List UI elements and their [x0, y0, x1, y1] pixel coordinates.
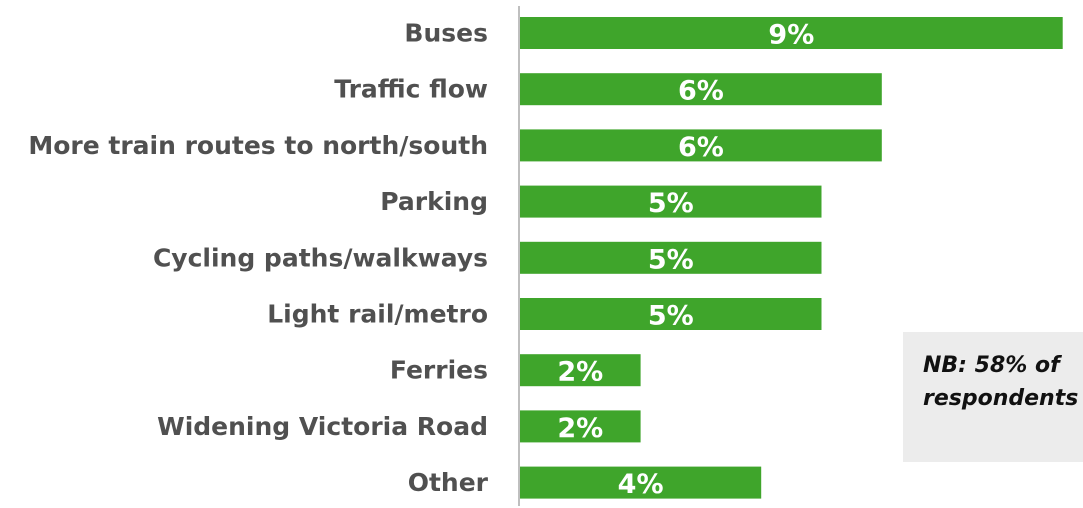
- data-label: 5%: [648, 301, 694, 332]
- category-label: Widening Victoria Road: [157, 412, 488, 441]
- category-label: More train routes to north/south: [28, 131, 488, 160]
- category-label: Ferries: [390, 356, 488, 385]
- note-box: NB: 58% of respondents: [903, 332, 1083, 462]
- data-label: 5%: [648, 188, 694, 219]
- category-label: Traffic flow: [334, 75, 488, 104]
- data-label: 9%: [768, 20, 814, 51]
- data-label: 5%: [648, 244, 694, 275]
- bar: [520, 298, 822, 330]
- bar: [520, 17, 1063, 49]
- bar: [520, 185, 822, 218]
- data-label: 6%: [678, 132, 724, 163]
- data-label: 2%: [557, 413, 603, 444]
- category-label: Light rail/metro: [267, 300, 488, 329]
- bar: [520, 410, 641, 443]
- bar: [520, 73, 882, 106]
- category-label: Cycling paths/walkways: [153, 243, 488, 272]
- category-labels: Buses Traffic flow More train routes to no…: [28, 19, 488, 498]
- bars: 9% 6% 6% 5% 5% 5% 2% 2% 4%: [520, 17, 1063, 500]
- category-label: Parking: [380, 187, 488, 216]
- category-label: Buses: [404, 19, 488, 48]
- bar: [520, 466, 762, 499]
- data-label: 6%: [678, 76, 724, 107]
- bar: [520, 129, 882, 162]
- data-label: 2%: [557, 357, 603, 388]
- category-label: Other: [408, 468, 489, 497]
- bar: [520, 354, 641, 387]
- bar: [520, 241, 822, 274]
- data-label: 4%: [618, 469, 664, 500]
